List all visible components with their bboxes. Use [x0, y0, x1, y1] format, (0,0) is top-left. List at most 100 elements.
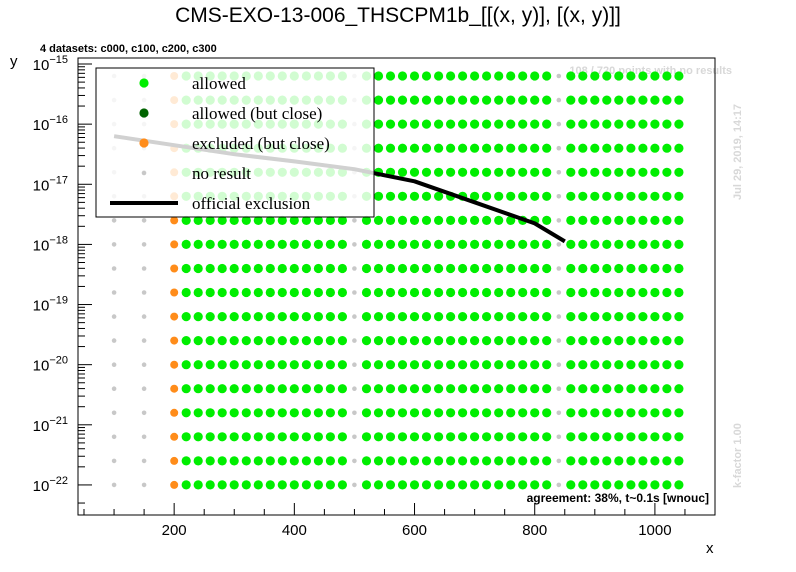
data-point [313, 408, 323, 418]
data-point [494, 95, 504, 105]
data-point [301, 360, 311, 370]
data-point [373, 480, 384, 490]
data-point [241, 384, 251, 394]
data-point [650, 191, 660, 201]
data-point [409, 312, 420, 322]
data-point [373, 287, 384, 298]
data-point [385, 480, 396, 490]
data-point [421, 432, 432, 442]
data-point [289, 384, 299, 394]
data-point [542, 287, 552, 298]
data-point [277, 287, 287, 298]
data-point [205, 215, 215, 225]
data-point [518, 287, 528, 298]
data-point [313, 360, 323, 370]
data-point [434, 408, 444, 418]
x-axis-label: x [706, 540, 714, 557]
data-point [578, 215, 588, 225]
data-point [170, 216, 179, 225]
y-tick-label: 10−22 [33, 475, 68, 495]
data-point [141, 218, 147, 223]
data-point [578, 167, 588, 177]
data-point [542, 263, 552, 274]
data-point [253, 336, 263, 346]
data-point [530, 71, 540, 81]
data-point [446, 167, 456, 177]
legend-excluded-close-label: excluded (but close) [192, 134, 330, 153]
data-point [614, 95, 624, 105]
data-point [241, 432, 251, 442]
data-point [385, 287, 396, 298]
data-point [217, 384, 227, 394]
data-point [530, 312, 540, 322]
data-point [638, 119, 648, 129]
data-point [638, 167, 648, 177]
data-point [506, 191, 516, 201]
data-point [482, 287, 492, 298]
data-point [470, 384, 480, 394]
data-point [373, 191, 384, 201]
data-point [662, 287, 672, 298]
data-point [409, 456, 420, 466]
data-point [626, 95, 636, 105]
data-point [662, 456, 672, 466]
data-point [111, 458, 117, 464]
data-point [265, 480, 275, 490]
data-point [542, 71, 552, 81]
data-point [542, 312, 552, 322]
data-point [313, 456, 323, 466]
data-point [506, 239, 516, 249]
data-point [638, 336, 648, 346]
x-tick-label: 800 [522, 522, 547, 539]
data-point [313, 432, 323, 442]
y-tick-label: 10−19 [33, 295, 68, 315]
data-point [385, 432, 396, 442]
data-point [313, 287, 323, 298]
legend-no-result-label: no result [192, 164, 251, 183]
data-point [506, 287, 516, 298]
data-point [111, 482, 117, 488]
data-point [506, 95, 516, 105]
data-point [590, 191, 600, 201]
data-point [337, 287, 347, 298]
data-point [650, 263, 660, 274]
data-point [614, 167, 624, 177]
data-point [385, 408, 396, 418]
data-point [181, 408, 191, 418]
y-tick-label: 10−18 [33, 234, 68, 254]
data-point [578, 71, 588, 81]
data-point [289, 215, 299, 225]
data-point [566, 119, 576, 129]
data-point [506, 215, 516, 225]
data-point [409, 239, 420, 249]
data-point [494, 119, 504, 129]
data-point [373, 456, 384, 466]
data-point [494, 408, 504, 418]
data-point [409, 119, 420, 129]
data-point [578, 119, 588, 129]
data-point [506, 119, 516, 129]
legend-allowed-dot [139, 78, 149, 88]
data-point [253, 312, 263, 322]
data-point [602, 384, 612, 394]
data-point [556, 290, 562, 295]
x-tick-label: 1000 [638, 522, 671, 539]
data-point [518, 312, 528, 322]
data-point [506, 71, 516, 81]
data-point [614, 239, 624, 249]
data-point [650, 167, 660, 177]
data-point [181, 336, 191, 346]
data-point [494, 215, 504, 225]
data-point [373, 408, 384, 418]
data-point [662, 480, 672, 490]
data-point [590, 336, 600, 346]
data-point [556, 121, 562, 127]
data-point [650, 432, 660, 442]
data-point [482, 167, 492, 177]
data-point [434, 119, 444, 129]
data-point [229, 360, 239, 370]
data-point [409, 336, 420, 346]
data-point [638, 287, 648, 298]
data-point [289, 432, 299, 442]
data-point [217, 408, 227, 418]
